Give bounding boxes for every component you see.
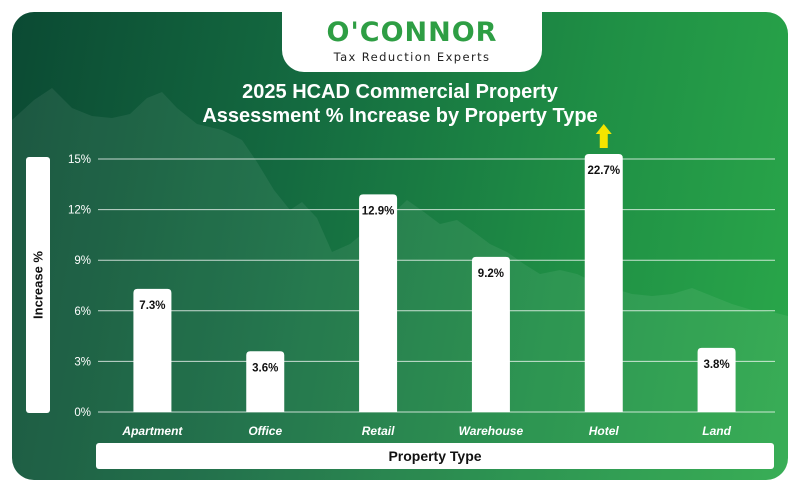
y-axis-label-box: Increase % <box>26 157 50 413</box>
y-tick-label: 3% <box>74 356 91 368</box>
data-label: 9.2% <box>478 268 504 280</box>
x-tick-label: Retail <box>362 424 395 438</box>
y-tick-label: 15% <box>68 154 91 166</box>
bar <box>471 256 510 412</box>
bar <box>359 194 398 412</box>
x-tick-label: Office <box>248 424 282 438</box>
bar <box>246 351 285 412</box>
bar <box>697 347 736 412</box>
data-label: 22.7% <box>587 165 620 177</box>
chart-title-line-2: Assessment % Increase by Property Type <box>202 105 598 127</box>
chart-title-line-1: 2025 HCAD Commercial Property <box>242 81 558 103</box>
data-label: 3.8% <box>703 359 729 371</box>
up-arrow-icon <box>595 124 612 148</box>
y-tick-label: 9% <box>74 255 91 267</box>
chart-title: 2025 HCAD Commercial Property Assessment… <box>150 80 650 128</box>
x-axis-label: Property Type <box>96 443 774 469</box>
x-tick-label: Apartment <box>121 424 183 438</box>
brand-logo: O'CONNOR <box>326 17 498 48</box>
y-tick-label: 0% <box>74 407 91 419</box>
logo-banner: O'CONNOR Tax Reduction Experts <box>282 12 542 72</box>
x-tick-label: Warehouse <box>459 424 524 438</box>
y-tick-label: 6% <box>74 306 91 318</box>
bar <box>584 154 623 412</box>
x-tick-label: Land <box>702 424 731 438</box>
data-label: 7.3% <box>139 300 165 312</box>
bar <box>133 288 172 412</box>
x-tick-label: Hotel <box>589 424 620 438</box>
data-label: 12.9% <box>362 205 395 217</box>
brand-tagline: Tax Reduction Experts <box>333 50 491 64</box>
y-tick-label: 12% <box>68 205 91 217</box>
data-label: 3.6% <box>252 362 278 374</box>
